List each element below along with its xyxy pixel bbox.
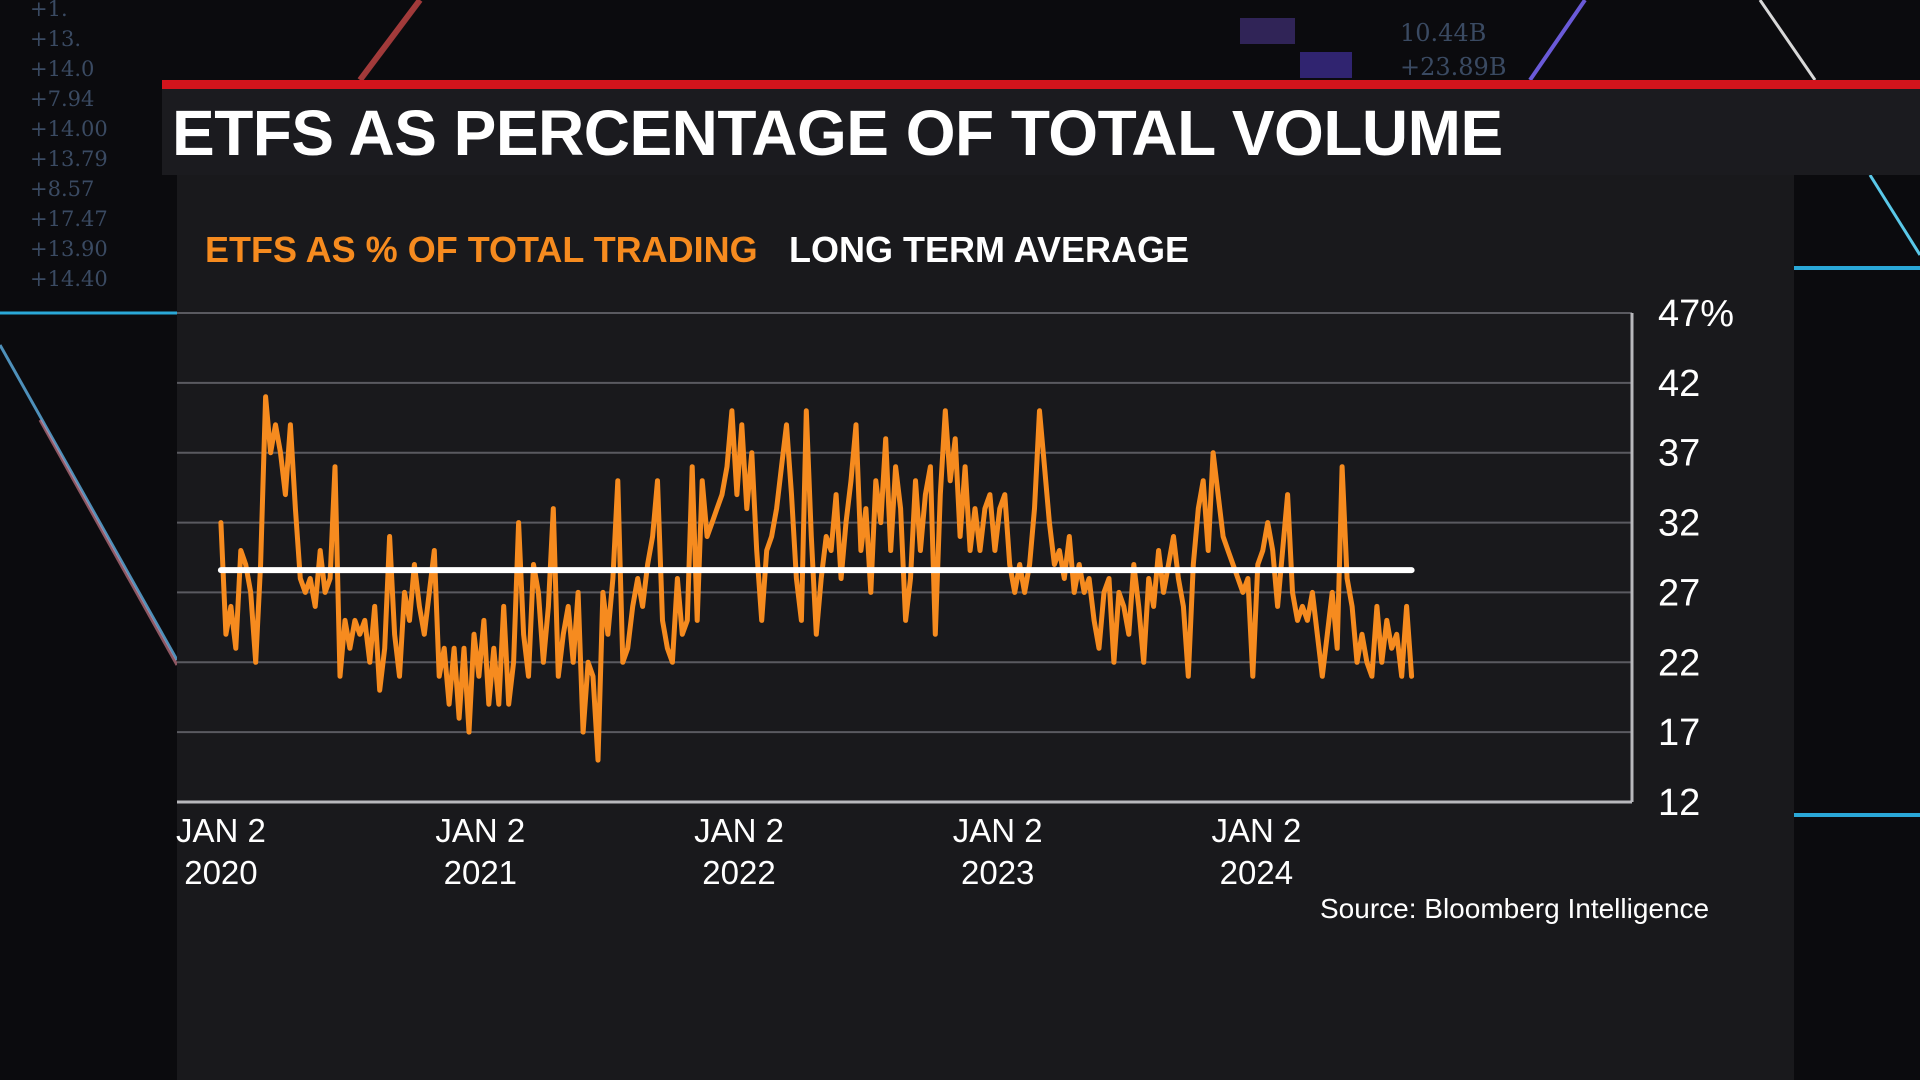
x-tick-label: 2023 (961, 854, 1034, 891)
ticker-value: +17.47 (30, 207, 108, 231)
background-ticker-right: 10.44B +23.89B (1400, 16, 1506, 84)
x-tick-label: 2022 (702, 854, 775, 891)
legend-series-label: ETFS AS % OF TOTAL TRADING (205, 229, 758, 270)
x-tick-label: JAN 2 (176, 812, 266, 849)
x-tick-label: 2024 (1220, 854, 1293, 891)
title-accent-bar (162, 80, 1920, 89)
x-tick-label: JAN 2 (694, 812, 784, 849)
legend-average-label: LONG TERM AVERAGE (789, 229, 1190, 270)
x-tick-label: JAN 2 (435, 812, 525, 849)
ticker-value: +14.0 (30, 57, 95, 81)
page-title: ETFS AS PERCENTAGE OF TOTAL VOLUME (172, 97, 1503, 169)
x-tick-label: JAN 2 (1211, 812, 1301, 849)
chart-series (217, 394, 1415, 763)
y-tick-label: 32 (1658, 503, 1700, 545)
y-tick-label: 27 (1658, 572, 1700, 614)
ticker-value: +14.40 (30, 267, 108, 291)
chart-axes (177, 313, 1634, 804)
ticker-value: +23.89B (1400, 53, 1507, 81)
x-tick-label: 2020 (184, 854, 257, 891)
bg-diagonal-right (1868, 174, 1920, 256)
y-tick-label: 37 (1658, 433, 1700, 475)
bg-purple-block-2 (1300, 52, 1352, 78)
bg-diagonal-left-pink (38, 419, 179, 666)
ticker-value: +7.94 (30, 87, 95, 111)
bg-diagonal-left (0, 344, 179, 661)
bg-diagonal-top-red (357, 0, 423, 82)
y-tick-label: 17 (1658, 712, 1700, 754)
ticker-value: +1. (30, 0, 68, 21)
ticker-value: +8.57 (30, 177, 95, 201)
source-note: Source: Bloomberg Intelligence (1320, 893, 1710, 924)
series-line (218, 394, 1415, 763)
title-bar (162, 89, 1920, 175)
x-tick-label: JAN 2 (953, 812, 1043, 849)
bg-purple-block-1 (1240, 18, 1295, 44)
x-tick-label: 2021 (444, 854, 517, 891)
ticker-value: 10.44B (1400, 19, 1487, 47)
ticker-value: +14.00 (30, 117, 108, 141)
y-tick-label: 22 (1658, 642, 1700, 684)
y-axis-tick-labels: 47% 42 37 32 27 22 17 12 (1658, 293, 1734, 824)
x-axis-tick-labels: JAN 2 2020 JAN 2 2021 JAN 2 2022 JAN 2 2023 JAN … (176, 812, 1301, 891)
y-tick-label: 42 (1658, 363, 1700, 405)
y-tick-label: 47% (1658, 293, 1734, 335)
ticker-value: +13.79 (30, 147, 108, 171)
y-tick-label: 12 (1658, 782, 1700, 824)
ticker-value: +13.90 (30, 237, 108, 261)
chart-panel (177, 175, 1794, 1080)
background-ticker-left: +1. +13. +14.0 +7.94 +14.00 +13.79 +8.57… (30, 0, 108, 294)
bg-diagonal-top-white (1758, 0, 1817, 81)
ticker-value: +13. (30, 27, 81, 51)
gridlines (177, 312, 1632, 734)
bg-diagonal-top-blue (1528, 0, 1587, 82)
